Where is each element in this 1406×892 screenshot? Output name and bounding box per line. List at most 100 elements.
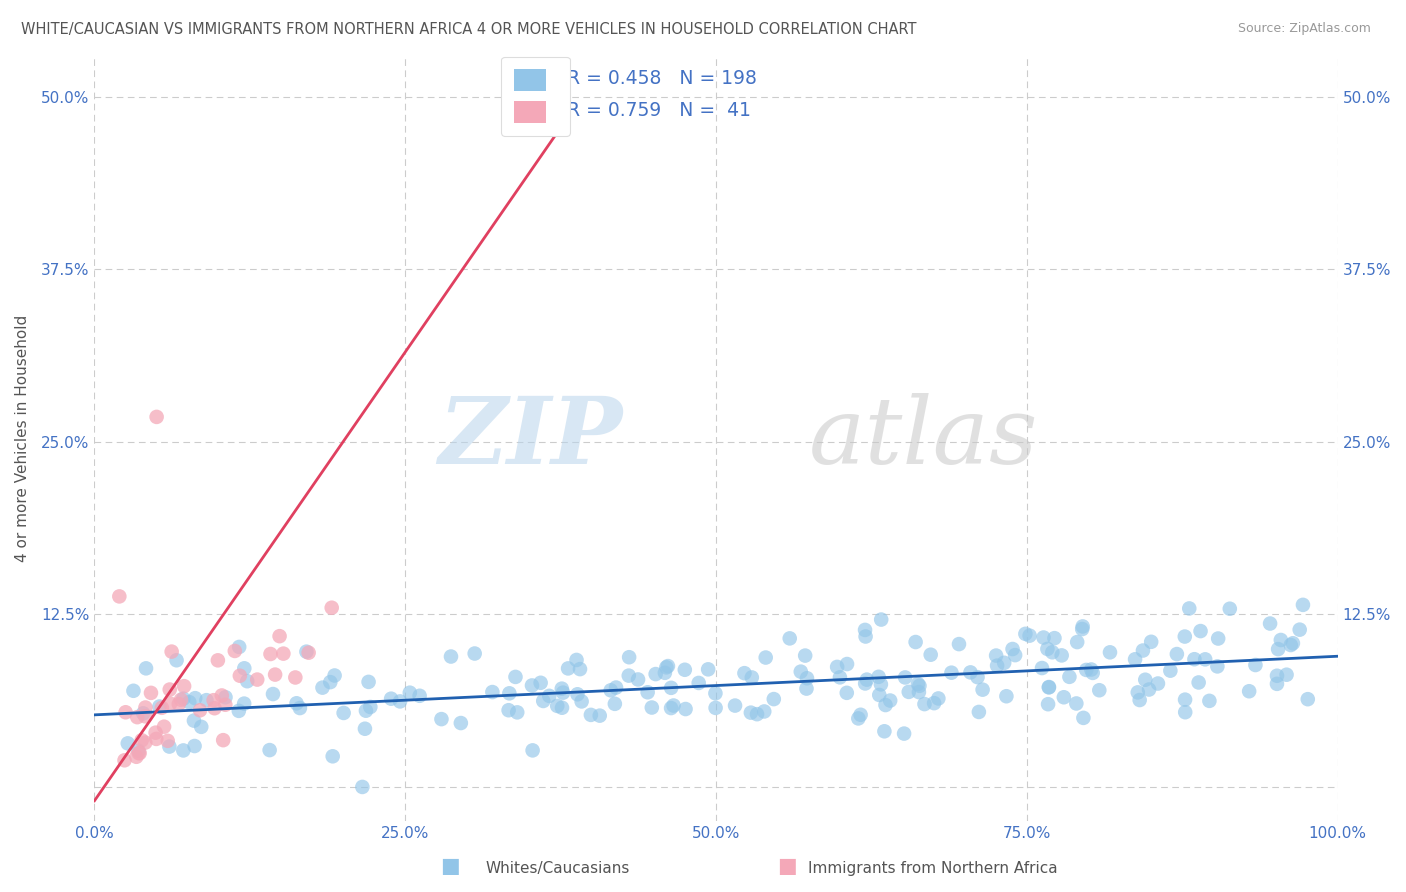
Point — [464, 647, 486, 661]
Point — [856, 673, 879, 687]
Point — [246, 673, 269, 687]
Point — [704, 701, 727, 715]
Point — [204, 701, 226, 715]
Point — [284, 671, 307, 685]
Text: ■: ■ — [440, 856, 460, 876]
Point — [907, 677, 929, 691]
Point — [114, 753, 136, 767]
Point — [211, 689, 233, 703]
Point — [1244, 658, 1267, 673]
Point — [128, 746, 150, 760]
Point — [1188, 675, 1211, 690]
Point — [229, 669, 252, 683]
Point — [870, 613, 893, 627]
Point — [579, 707, 602, 722]
Point — [849, 707, 872, 722]
Point — [1265, 677, 1288, 691]
Point — [835, 686, 858, 700]
Point — [1166, 647, 1188, 661]
Point — [264, 667, 287, 681]
Point — [228, 640, 250, 654]
Point — [1288, 623, 1310, 637]
Point — [285, 696, 308, 710]
Point — [1018, 629, 1040, 643]
Point — [551, 700, 574, 714]
Point — [1014, 627, 1036, 641]
Point — [1066, 635, 1088, 649]
Point — [1189, 624, 1212, 638]
Point — [1076, 663, 1098, 677]
Text: WHITE/CAUCASIAN VS IMMIGRANTS FROM NORTHERN AFRICA 4 OR MORE VEHICLES IN HOUSEHO: WHITE/CAUCASIAN VS IMMIGRANTS FROM NORTH… — [21, 22, 917, 37]
Point — [354, 722, 377, 736]
Point — [127, 744, 149, 758]
Point — [724, 698, 747, 713]
Point — [853, 623, 876, 637]
Point — [796, 671, 818, 685]
Point — [959, 665, 981, 680]
Point — [259, 743, 281, 757]
Point — [135, 661, 157, 675]
Point — [1066, 697, 1088, 711]
Point — [172, 743, 194, 757]
Point — [641, 700, 664, 714]
Point — [212, 733, 235, 747]
Point — [183, 739, 205, 753]
Point — [184, 691, 207, 706]
Point — [1036, 697, 1059, 711]
Point — [1038, 681, 1060, 695]
Point — [481, 685, 503, 699]
Point — [662, 698, 685, 713]
Point — [190, 720, 212, 734]
Point — [617, 650, 640, 665]
Point — [920, 648, 942, 662]
Point — [1219, 601, 1241, 615]
Point — [224, 644, 246, 658]
Point — [948, 637, 970, 651]
Point — [207, 653, 229, 667]
Point — [538, 689, 561, 703]
Point — [557, 661, 579, 675]
Point — [298, 646, 321, 660]
Point — [1137, 682, 1160, 697]
Point — [1004, 648, 1026, 662]
Point — [145, 725, 167, 739]
Point — [986, 658, 1008, 673]
Point — [1184, 652, 1206, 666]
Point — [1279, 638, 1302, 652]
Point — [967, 705, 990, 719]
Point — [150, 700, 173, 714]
Point — [132, 706, 155, 721]
Point — [1050, 648, 1073, 663]
Point — [868, 670, 890, 684]
Point — [214, 690, 236, 705]
Point — [505, 670, 527, 684]
Point — [1159, 664, 1181, 678]
Point — [875, 698, 897, 712]
Point — [599, 683, 621, 698]
Point — [1178, 601, 1201, 615]
Point — [295, 645, 318, 659]
Point — [870, 677, 893, 691]
Point — [273, 647, 295, 661]
Point — [131, 733, 153, 747]
Point — [108, 590, 131, 604]
Point — [688, 676, 710, 690]
Point — [127, 710, 149, 724]
Point — [259, 647, 281, 661]
Point — [627, 673, 650, 687]
Point — [675, 702, 697, 716]
Point — [117, 736, 139, 750]
Point — [398, 686, 420, 700]
Text: R = 0.759   N =  41: R = 0.759 N = 41 — [567, 101, 751, 120]
Point — [762, 692, 785, 706]
Point — [704, 686, 727, 700]
Point — [145, 409, 167, 424]
Text: Source: ZipAtlas.com: Source: ZipAtlas.com — [1237, 22, 1371, 36]
Point — [603, 697, 626, 711]
Point — [1206, 632, 1229, 646]
Point — [741, 670, 763, 684]
Point — [1140, 635, 1163, 649]
Point — [530, 675, 553, 690]
Point — [571, 694, 593, 708]
Point — [1275, 667, 1298, 681]
